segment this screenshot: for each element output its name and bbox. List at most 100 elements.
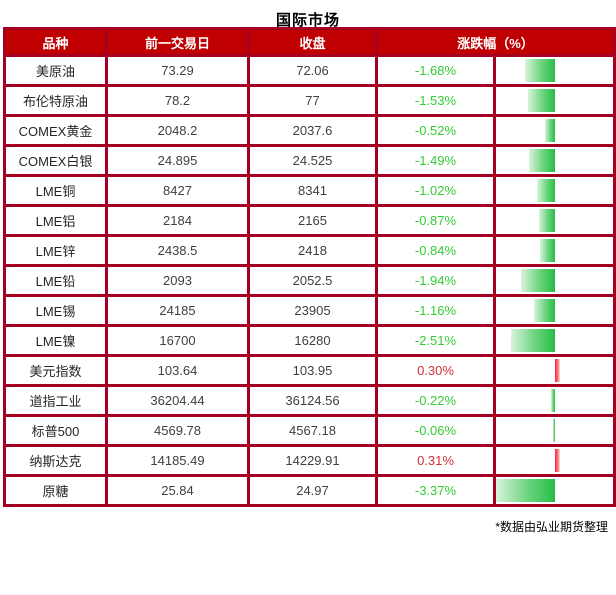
prev-day-cell: 8427	[105, 174, 250, 207]
prev-day-cell: 2093	[105, 264, 250, 297]
change-bar-cell	[493, 144, 616, 177]
change-databar	[534, 299, 555, 322]
change-databar	[545, 119, 555, 142]
col-header-close: 收盘	[247, 27, 378, 57]
table-row: LME铝 2184 2165 -0.87%	[3, 204, 616, 237]
change-pct-cell: -0.84%	[375, 234, 496, 267]
change-pct-cell: -0.22%	[375, 384, 496, 417]
variety-cell: LME锡	[3, 294, 108, 327]
change-bar-cell	[493, 384, 616, 417]
close-cell: 24.97	[247, 474, 378, 507]
table-row: 美原油 73.29 72.06 -1.68%	[3, 54, 616, 87]
variety-cell: LME铜	[3, 174, 108, 207]
close-cell: 2052.5	[247, 264, 378, 297]
change-bar-cell	[493, 174, 616, 207]
col-header-change-pct: 涨跌幅（%）	[375, 27, 616, 57]
variety-cell: 原糖	[3, 474, 108, 507]
table-row: LME铜 8427 8341 -1.02%	[3, 174, 616, 207]
table-row: COMEX白银 24.895 24.525 -1.49%	[3, 144, 616, 177]
table-row: LME锌 2438.5 2418 -0.84%	[3, 234, 616, 267]
prev-day-cell: 73.29	[105, 54, 250, 87]
change-pct-cell: -1.02%	[375, 174, 496, 207]
change-pct-cell: -1.49%	[375, 144, 496, 177]
table-row: 纳斯达克 14185.49 14229.91 0.31%	[3, 444, 616, 477]
col-header-prev-day: 前一交易日	[105, 27, 250, 57]
change-databar	[510, 329, 555, 352]
change-pct-cell: 0.31%	[375, 444, 496, 477]
change-pct-cell: -2.51%	[375, 324, 496, 357]
change-bar-cell	[493, 234, 616, 267]
variety-cell: 布伦特原油	[3, 84, 108, 117]
close-cell: 14229.91	[247, 444, 378, 477]
table-row: 布伦特原油 78.2 77 -1.53%	[3, 84, 616, 117]
change-bar-cell	[493, 204, 616, 237]
change-bar-cell	[493, 114, 616, 147]
variety-cell: LME镍	[3, 324, 108, 357]
change-databar	[525, 59, 555, 82]
change-databar	[520, 269, 555, 292]
header-row: 品种 前一交易日 收盘 涨跌幅（%）	[3, 27, 616, 57]
prev-day-cell: 2184	[105, 204, 250, 237]
change-databar	[550, 389, 555, 412]
prev-day-cell: 103.64	[105, 354, 250, 387]
variety-cell: 美原油	[3, 54, 108, 87]
close-cell: 23905	[247, 294, 378, 327]
table-row: COMEX黄金 2048.2 2037.6 -0.52%	[3, 114, 616, 147]
change-pct-cell: 0.30%	[375, 354, 496, 387]
change-databar	[528, 149, 555, 172]
change-databar	[554, 359, 560, 382]
table-row: 美元指数 103.64 103.95 0.30%	[3, 354, 616, 387]
change-databar	[536, 179, 555, 202]
table-row: LME镍 16700 16280 -2.51%	[3, 324, 616, 357]
change-databar	[527, 89, 555, 112]
change-bar-cell	[493, 84, 616, 117]
close-cell: 2037.6	[247, 114, 378, 147]
change-pct-cell: -1.68%	[375, 54, 496, 87]
change-databar	[496, 479, 555, 502]
table-row: 道指工业 36204.44 36124.56 -0.22%	[3, 384, 616, 417]
table-row: LME锡 24185 23905 -1.16%	[3, 294, 616, 327]
change-bar-cell	[493, 444, 616, 477]
change-bar-cell	[493, 414, 616, 447]
prev-day-cell: 2048.2	[105, 114, 250, 147]
table-row: LME铅 2093 2052.5 -1.94%	[3, 264, 616, 297]
variety-cell: LME铅	[3, 264, 108, 297]
close-cell: 103.95	[247, 354, 378, 387]
variety-cell: 纳斯达克	[3, 444, 108, 477]
variety-cell: COMEX黄金	[3, 114, 108, 147]
variety-cell: COMEX白银	[3, 144, 108, 177]
change-databar	[553, 419, 555, 442]
close-cell: 16280	[247, 324, 378, 357]
close-cell: 2165	[247, 204, 378, 237]
change-pct-cell: -0.87%	[375, 204, 496, 237]
prev-day-cell: 78.2	[105, 84, 250, 117]
change-pct-cell: -3.37%	[375, 474, 496, 507]
close-cell: 8341	[247, 174, 378, 207]
change-pct-cell: -1.53%	[375, 84, 496, 117]
close-cell: 77	[247, 84, 378, 117]
variety-cell: 美元指数	[3, 354, 108, 387]
data-source-note: *数据由弘业期货整理	[495, 520, 608, 534]
close-cell: 72.06	[247, 54, 378, 87]
close-cell: 36124.56	[247, 384, 378, 417]
close-cell: 4567.18	[247, 414, 378, 447]
prev-day-cell: 24185	[105, 294, 250, 327]
prev-day-cell: 24.895	[105, 144, 250, 177]
close-cell: 2418	[247, 234, 378, 267]
change-pct-cell: -0.52%	[375, 114, 496, 147]
variety-cell: 标普500	[3, 414, 108, 447]
change-bar-cell	[493, 54, 616, 87]
variety-cell: LME锌	[3, 234, 108, 267]
change-pct-cell: -0.06%	[375, 414, 496, 447]
table-row: 标普500 4569.78 4567.18 -0.06%	[3, 414, 616, 447]
page-title: 国际市场	[275, 12, 340, 29]
prev-day-cell: 25.84	[105, 474, 250, 507]
col-header-variety: 品种	[3, 27, 108, 57]
change-bar-cell	[493, 354, 616, 387]
prev-day-cell: 36204.44	[105, 384, 250, 417]
change-databar	[539, 239, 555, 262]
variety-cell: LME铝	[3, 204, 108, 237]
prev-day-cell: 14185.49	[105, 444, 250, 477]
prev-day-cell: 16700	[105, 324, 250, 357]
prev-day-cell: 2438.5	[105, 234, 250, 267]
